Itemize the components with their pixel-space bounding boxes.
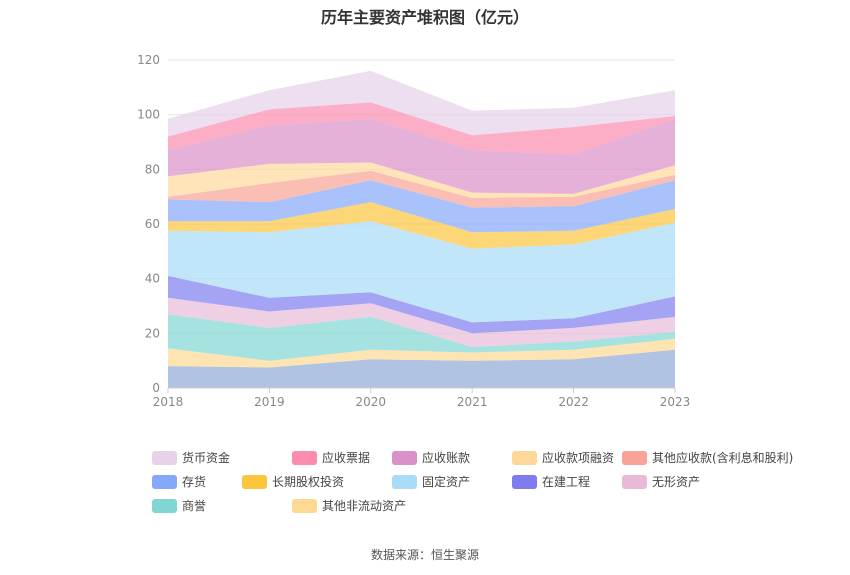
legend-label: 商誉 (182, 499, 207, 513)
legend-swatch (392, 474, 417, 489)
legend-label: 无形资产 (652, 475, 701, 489)
area-series-8 (168, 170, 675, 208)
legend-swatch (622, 474, 647, 489)
area-series-1 (168, 338, 675, 368)
legend-label: 在建工程 (542, 475, 591, 489)
legend-label: 应收账款 (422, 451, 471, 465)
area-series-0 (168, 349, 675, 388)
x-tick-label: 2018 (153, 395, 184, 409)
area-series-6 (168, 202, 675, 249)
area-series-10 (168, 118, 675, 194)
legend-item[interactable]: 商誉 (152, 497, 206, 514)
area-series-5 (168, 221, 675, 323)
legend-swatch (292, 498, 317, 513)
y-tick-label: 20 (145, 326, 160, 340)
legend-item[interactable]: 应收票据 (292, 449, 370, 466)
legend-label: 其他应收款(含利息和股利) (652, 451, 794, 465)
legend-item[interactable]: 应收款项融资 (512, 449, 614, 466)
chart-title: 历年主要资产堆积图（亿元） (320, 8, 529, 27)
area-series-2 (168, 314, 675, 361)
x-tick-label: 2022 (558, 395, 589, 409)
legend-item[interactable]: 其他非流动资产 (292, 497, 406, 514)
area-series-4 (168, 275, 675, 334)
area-series-12 (168, 70, 675, 137)
legend-swatch (622, 450, 647, 465)
legend-item[interactable]: 固定资产 (392, 473, 470, 490)
y-tick-label: 80 (145, 162, 160, 176)
legend-item[interactable]: 长期股权投资 (242, 473, 344, 490)
legend-item[interactable]: 货币资金 (152, 449, 230, 466)
source-note: 数据来源：恒生聚源 (370, 548, 479, 562)
legend-item[interactable]: 在建工程 (512, 473, 590, 490)
area-series-3 (168, 297, 675, 347)
legend-label: 应收票据 (322, 451, 371, 465)
legend-item[interactable]: 无形资产 (622, 473, 700, 490)
x-tick-label: 2020 (356, 395, 387, 409)
legend-item[interactable]: 其他应收款(含利息和股利) (622, 449, 793, 466)
y-tick-label: 120 (137, 53, 160, 67)
area-series-11 (168, 102, 675, 155)
x-tick-label: 2021 (457, 395, 488, 409)
legend-swatch (512, 474, 537, 489)
legend-swatch (152, 450, 177, 465)
legend-item[interactable]: 应收账款 (392, 449, 470, 466)
area-series (168, 70, 675, 388)
legend-label: 存货 (182, 475, 207, 489)
legend-label: 应收款项融资 (542, 451, 615, 465)
legend-swatch (292, 450, 317, 465)
y-tick-label: 100 (137, 108, 160, 122)
x-tick-label: 2023 (660, 395, 691, 409)
legend-swatch (392, 450, 417, 465)
y-tick-label: 0 (152, 381, 160, 395)
y-tick-label: 40 (145, 272, 160, 286)
legend-swatch (512, 450, 537, 465)
axes: 0 20 40 60 80 100 120 2018 2019 2020 2021 2022 2023 (137, 53, 690, 409)
legend-item[interactable]: 存货 (152, 473, 206, 490)
legend-label: 货币资金 (182, 451, 231, 465)
area-series-7 (168, 180, 675, 233)
legend-swatch (152, 474, 177, 489)
area-series-9 (168, 162, 675, 198)
legend-label: 固定资产 (422, 475, 471, 489)
legend-label: 其他非流动资产 (322, 499, 407, 513)
legend-swatch (152, 498, 177, 513)
legend-label: 长期股权投资 (272, 475, 345, 489)
legend-swatch (242, 474, 267, 489)
y-tick-label: 60 (145, 217, 160, 231)
x-tick-label: 2019 (254, 395, 285, 409)
